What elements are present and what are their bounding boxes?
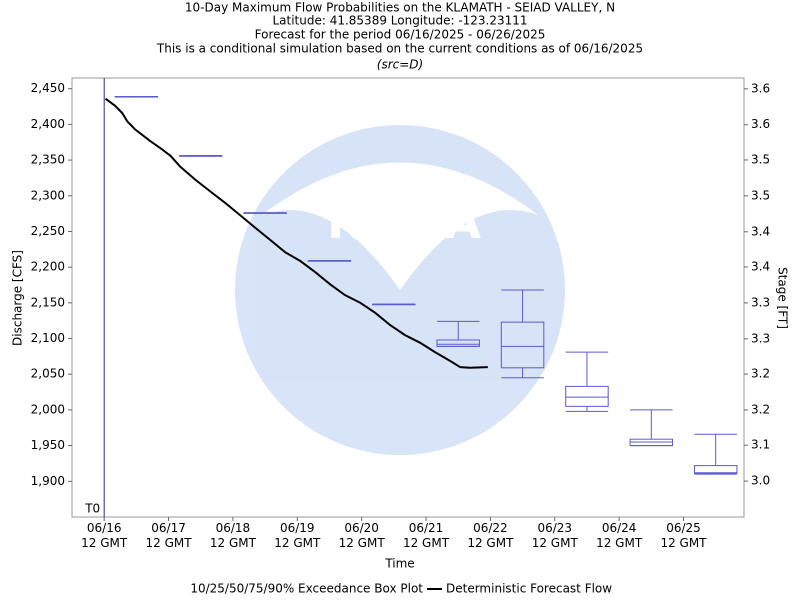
y2-tick-label: 3.6 <box>751 81 770 95</box>
chart-title: Forecast for the period 06/16/2025 - 06/… <box>255 28 546 42</box>
x-tick-label: 06/20 12 GMT <box>338 521 385 550</box>
legend-label: 10/25/50/75/90% Exceedance Box Plot <box>190 582 423 596</box>
watermark: NOAA <box>235 125 565 455</box>
y-tick-label: 1,900 <box>31 474 65 488</box>
y-tick-label: 2,450 <box>31 81 65 95</box>
x-tick-label: 06/18 12 GMT <box>209 521 256 550</box>
y2-tick-label: 3.2 <box>751 402 770 416</box>
y-tick-label: 2,200 <box>31 260 65 274</box>
chart-title: This is a conditional simulation based o… <box>156 42 643 56</box>
y-tick-label: 2,400 <box>31 117 65 131</box>
y-tick-label: 2,250 <box>31 224 65 238</box>
y-tick-label: 2,150 <box>31 295 65 309</box>
watermark-disc <box>235 125 565 455</box>
x-tick-label: 06/21 12 GMT <box>402 521 450 550</box>
box <box>693 465 738 474</box>
y-axis-label: Discharge [CFS] <box>11 250 25 346</box>
y-tick-label: 2,350 <box>31 153 65 167</box>
watermark-logo: NOAA <box>327 194 481 250</box>
plot-area <box>71 77 745 518</box>
y2-tick-label: 3.1 <box>751 438 770 452</box>
box <box>500 321 545 369</box>
x-axis-label: Time <box>384 557 414 571</box>
y2-tick-label: 3.4 <box>751 260 770 274</box>
y2-tick-label: 3.3 <box>751 331 770 345</box>
x-tick-label: 06/16 12 GMT <box>81 521 128 550</box>
y-tick-label: 2,050 <box>31 367 65 381</box>
legend-label: Deterministic Forecast Flow <box>446 582 612 596</box>
y2-tick-label: 3.5 <box>751 152 770 166</box>
chart-title: 10-Day Maximum Flow Probabilities on the… <box>185 1 615 15</box>
x-tick-label: 06/24 12 GMT <box>596 521 643 550</box>
box <box>565 385 609 407</box>
x-tick-label: 06/22 12 GMT <box>467 521 514 550</box>
y-tick-label: 2,100 <box>31 331 65 345</box>
chart-title: Latitude: 41.85389 Longitude: -123.23111 <box>272 14 527 28</box>
y-tick-label: 2,300 <box>31 188 65 202</box>
box <box>436 339 480 347</box>
y2-tick-label: 3.4 <box>751 224 770 238</box>
x-tick-label: 06/19 12 GMT <box>274 521 321 550</box>
y-tick-label: 2,000 <box>31 402 65 416</box>
y2-axis-label: Stage [FT] <box>776 267 790 329</box>
y2-tick-label: 3.3 <box>751 295 770 309</box>
y2-tick-label: 3.0 <box>751 474 770 488</box>
x-tick-label: 06/17 12 GMT <box>145 521 192 550</box>
chart-subtitle: (src=D) <box>377 58 423 72</box>
y-tick-label: 1,950 <box>31 438 65 452</box>
y2-tick-label: 3.6 <box>751 117 770 131</box>
y2-tick-label: 3.2 <box>751 367 770 381</box>
forecast-start-label: T0 <box>84 502 100 516</box>
watermark-gull <box>262 162 538 290</box>
x-tick-label: 06/23 12 GMT <box>531 521 578 550</box>
forecast-line <box>104 97 488 369</box>
y2-tick-label: 3.5 <box>751 188 770 202</box>
x-tick-label: 06/25 12 GMT <box>660 521 707 550</box>
